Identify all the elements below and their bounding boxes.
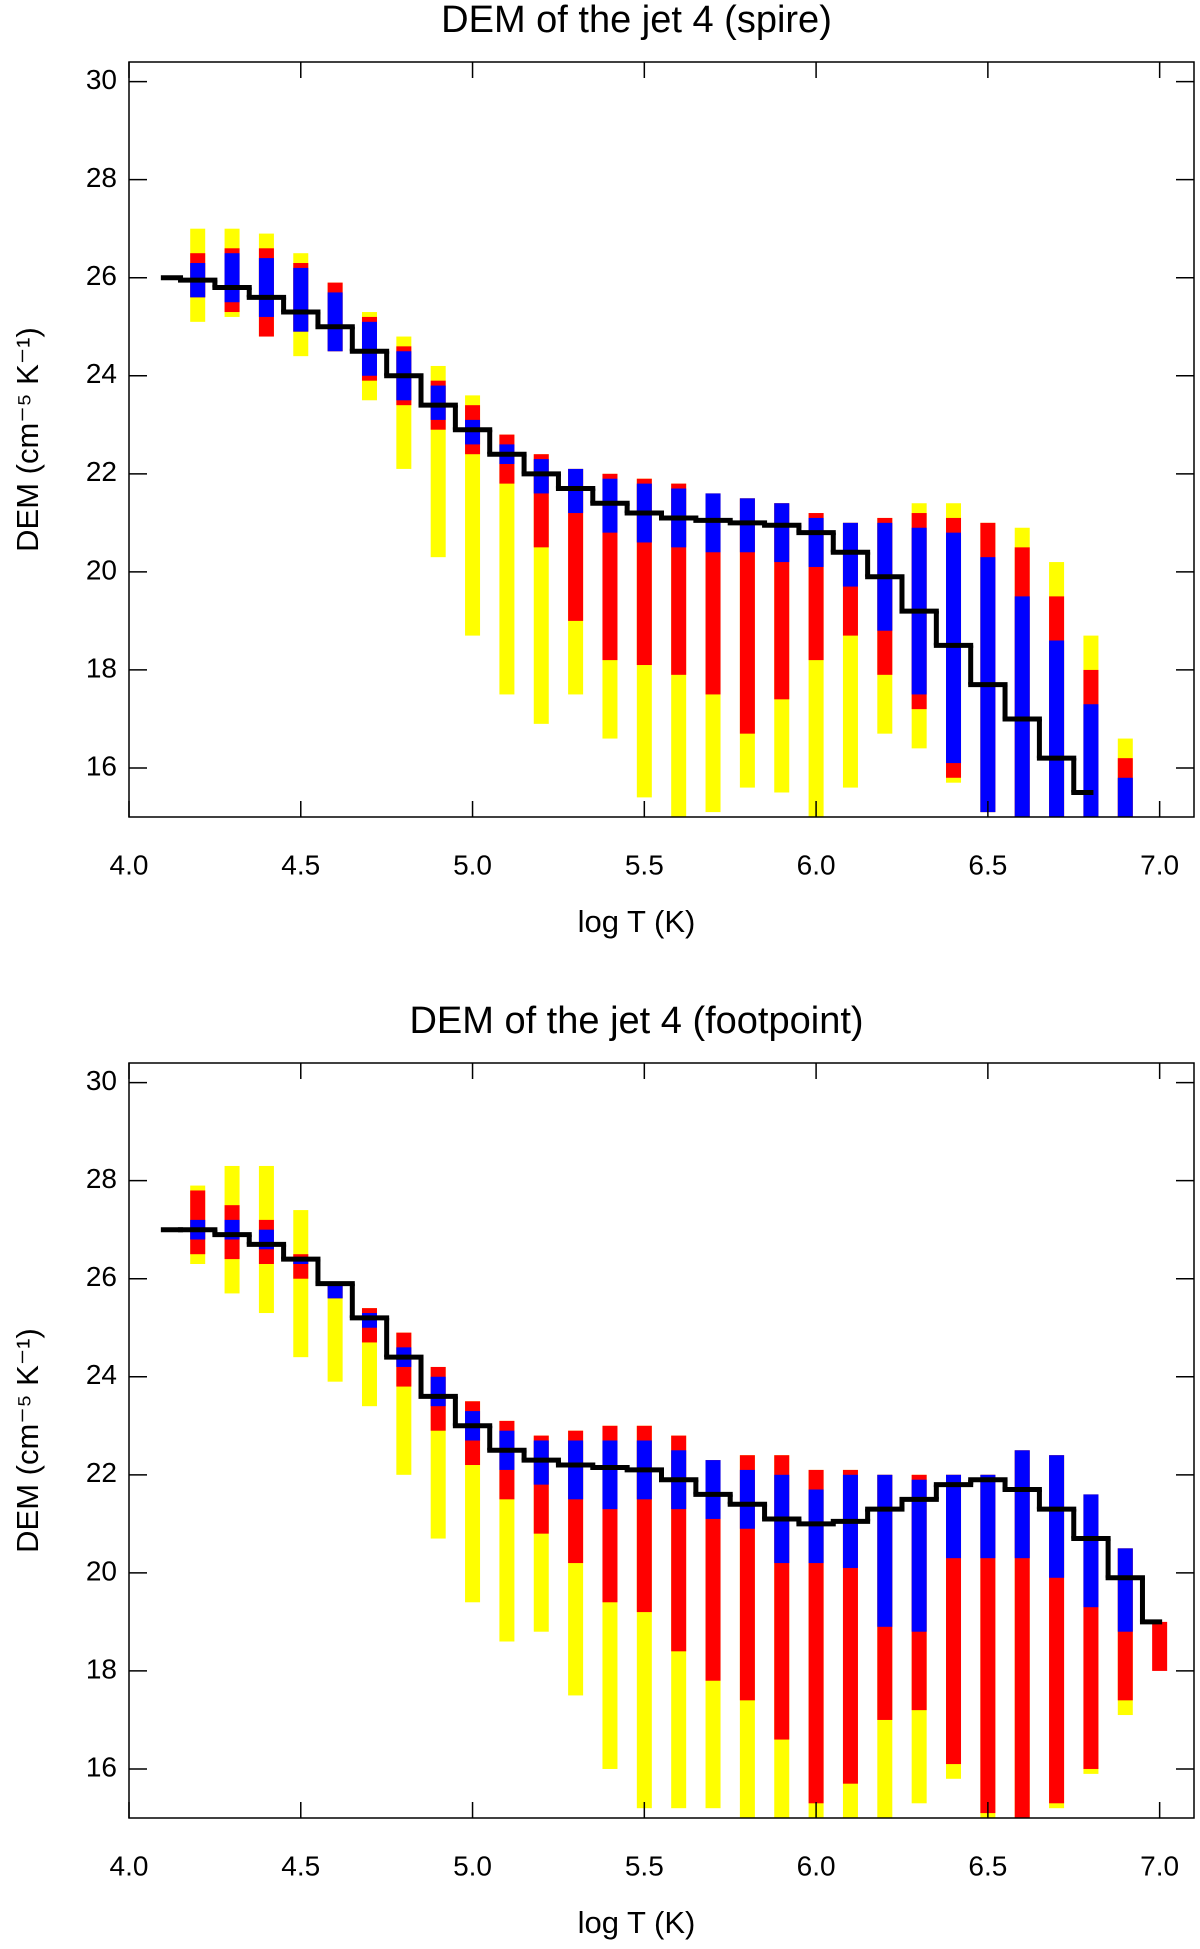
x-axis-label: log T (K) [578, 1905, 696, 1940]
range-bar [327, 1283, 343, 1299]
y-tick-label: 30 [86, 1065, 117, 1096]
x-tick-label: 5.0 [453, 849, 492, 880]
x-tick-label: 5.5 [625, 849, 664, 880]
range-bar [602, 1440, 618, 1510]
range-bar [499, 434, 515, 695]
range-bar [877, 1474, 893, 1627]
range-bar [1014, 596, 1030, 817]
range-bar [739, 1469, 755, 1529]
y-tick-label: 16 [86, 1751, 117, 1782]
x-tick-label: 5.5 [625, 1850, 664, 1881]
x-tick-label: 5.0 [453, 1850, 492, 1881]
x-tick-label: 4.5 [281, 849, 320, 880]
range-bar [258, 258, 274, 317]
range-bar [980, 1474, 996, 1559]
x-tick-label: 4.5 [281, 1850, 320, 1881]
x-tick-label: 4.0 [110, 849, 149, 880]
x-tick-label: 7.0 [1140, 1850, 1179, 1881]
range-bar [293, 267, 309, 332]
range-bar [465, 395, 481, 636]
y-tick-label: 18 [86, 652, 117, 683]
y-tick-label: 30 [86, 64, 117, 95]
y-tick-label: 16 [86, 750, 117, 781]
range-bar [568, 1440, 584, 1500]
y-tick-label: 24 [86, 358, 117, 389]
range-bar [293, 1210, 309, 1358]
y-tick-label: 28 [86, 1163, 117, 1194]
x-tick-label: 7.0 [1140, 849, 1179, 880]
range-bar [911, 1479, 927, 1632]
range-bar [1152, 1621, 1168, 1671]
y-tick-label: 26 [86, 1261, 117, 1292]
x-tick-label: 6.0 [797, 849, 836, 880]
y-tick-label: 24 [86, 1359, 117, 1390]
range-bar [430, 1376, 446, 1407]
range-bar [224, 253, 240, 303]
y-tick-label: 22 [86, 1457, 117, 1488]
y-tick-label: 20 [86, 554, 117, 585]
range-bar [1014, 1450, 1030, 1559]
y-tick-label: 20 [86, 1555, 117, 1586]
range-bar [327, 292, 343, 352]
range-bar [1083, 704, 1099, 817]
y-tick-label: 22 [86, 456, 117, 487]
x-axis-label: log T (K) [578, 904, 696, 939]
range-bar [946, 1474, 962, 1559]
chart-title: DEM of the jet 4 (footpoint) [409, 1000, 863, 1042]
y-tick-label: 28 [86, 162, 117, 193]
range-bar [808, 517, 824, 567]
x-tick-label: 6.0 [797, 1850, 836, 1881]
range-bar [1049, 1455, 1065, 1578]
range-bar [1049, 640, 1065, 817]
y-tick-label: 26 [86, 260, 117, 291]
y-tick-label: 18 [86, 1653, 117, 1684]
range-bar [1117, 1548, 1133, 1632]
y-axis-label: DEM (cm⁻⁵ K⁻¹) [10, 327, 45, 552]
chart-title: DEM of the jet 4 (spire) [441, 0, 832, 41]
x-tick-label: 6.5 [968, 849, 1007, 880]
range-bar [327, 1283, 343, 1382]
range-bar [1083, 1494, 1099, 1608]
y-axis-label: DEM (cm⁻⁵ K⁻¹) [10, 1328, 45, 1553]
x-tick-label: 4.0 [110, 1850, 149, 1881]
range-bar [1117, 777, 1133, 817]
range-bar [705, 1460, 721, 1519]
frame [128, 61, 1195, 818]
range-bar [980, 1474, 996, 1814]
x-tick-label: 6.5 [968, 1850, 1007, 1881]
plot-area [160, 228, 1133, 817]
frame [128, 1062, 1195, 1819]
range-bar [739, 498, 755, 734]
range-bar [774, 503, 790, 563]
plot-area [160, 1165, 1168, 1818]
